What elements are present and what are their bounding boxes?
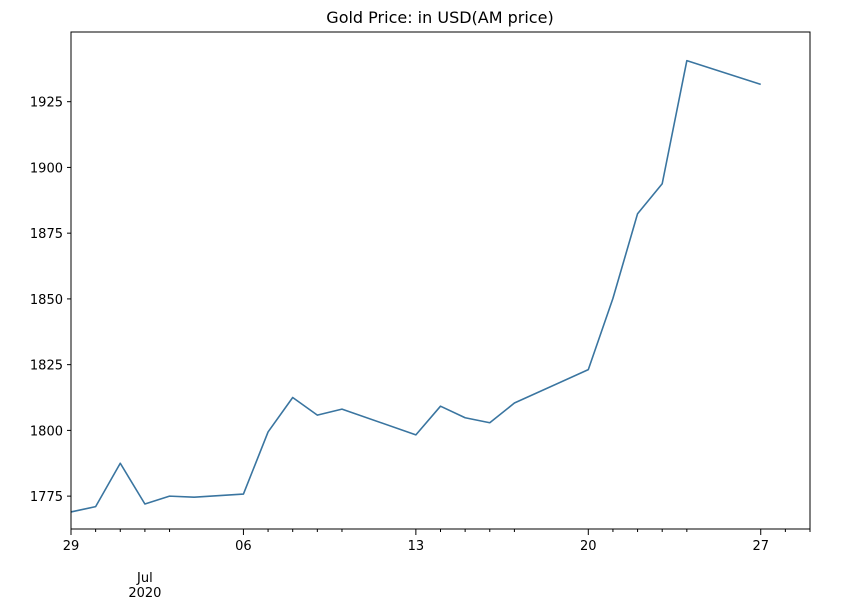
plot-frame [70, 31, 811, 530]
x-month-label: Jul [136, 571, 153, 586]
y-tick-label: 1775 [30, 490, 63, 505]
data-point [464, 417, 466, 419]
x-tick-label: 29 [63, 539, 80, 554]
data-point [292, 397, 294, 399]
y-tick-label: 1875 [30, 227, 63, 242]
y-tick-label: 1900 [30, 161, 63, 176]
y-tick-label: 1800 [30, 424, 63, 439]
data-point [612, 298, 614, 300]
data-point [243, 493, 245, 495]
data-point [95, 506, 97, 508]
y-tick-label: 1850 [30, 293, 63, 308]
data-point [440, 405, 442, 407]
data-point [415, 434, 417, 436]
data-point [169, 495, 171, 497]
data-point [637, 213, 639, 215]
data-point [514, 402, 516, 404]
y-tick-label: 1925 [30, 96, 63, 111]
data-point [193, 496, 195, 498]
plot-area: 1775 1800 1825 1850 1875 1900 1925 29 06 13 20 27 Ju… [30, 31, 811, 600]
data-point [144, 503, 146, 505]
y-tick-label: 1825 [30, 359, 63, 374]
data-point [588, 369, 590, 371]
data-point [760, 84, 762, 86]
data-point [119, 462, 121, 464]
x-tick-label: 20 [580, 539, 597, 554]
data-point [661, 183, 663, 185]
x-tick-label: 06 [235, 539, 252, 554]
data-point [341, 408, 343, 410]
data-point [686, 60, 688, 62]
data-point [489, 422, 491, 424]
x-tick-label: 27 [752, 539, 769, 554]
chart-title: Gold Price: in USD(AM price) [326, 8, 553, 27]
data-point [317, 414, 319, 416]
data-point [267, 431, 269, 433]
series-line-1 [70, 59, 761, 513]
x-tick-label: 13 [408, 539, 425, 554]
x-year-label: 2020 [128, 586, 161, 600]
